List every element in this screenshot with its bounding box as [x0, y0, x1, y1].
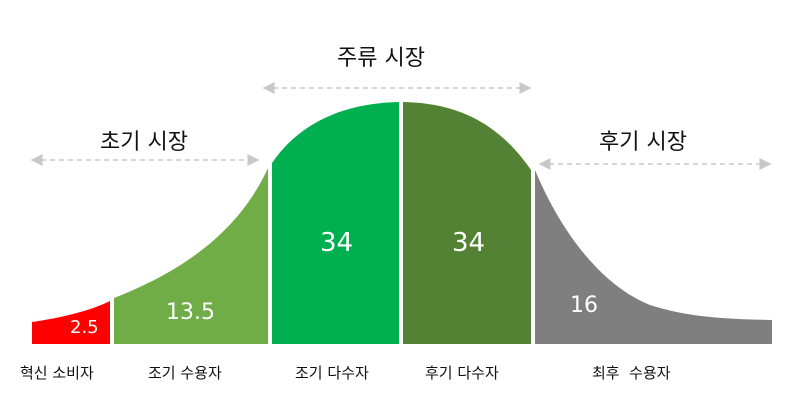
segment-late-majority: [403, 102, 531, 344]
late-majority-value: 34: [452, 228, 486, 258]
early-majority-label: 조기 다수자: [295, 364, 369, 382]
laggards-value: 16: [570, 293, 598, 318]
laggards-label: 최후 수용자: [592, 364, 671, 382]
early-adopters-label: 조기 수용자: [148, 364, 222, 382]
segment-laggards: [535, 170, 772, 344]
late-market-title: 후기 시장: [599, 130, 687, 155]
segment-innovators: [32, 301, 110, 344]
segment-early-adopters: [114, 168, 268, 344]
segment-early-majority: [272, 102, 399, 344]
early-market-title: 초기 시장: [100, 130, 188, 155]
early-adopters-value: 13.5: [166, 300, 215, 325]
mainstream-market-title: 주류 시장: [337, 46, 425, 71]
early-majority-value: 34: [320, 228, 354, 258]
innovators-label: 혁신 소비자: [20, 364, 94, 382]
late-majority-label: 후기 다수자: [425, 364, 499, 382]
innovators-value: 2.5: [70, 317, 99, 338]
